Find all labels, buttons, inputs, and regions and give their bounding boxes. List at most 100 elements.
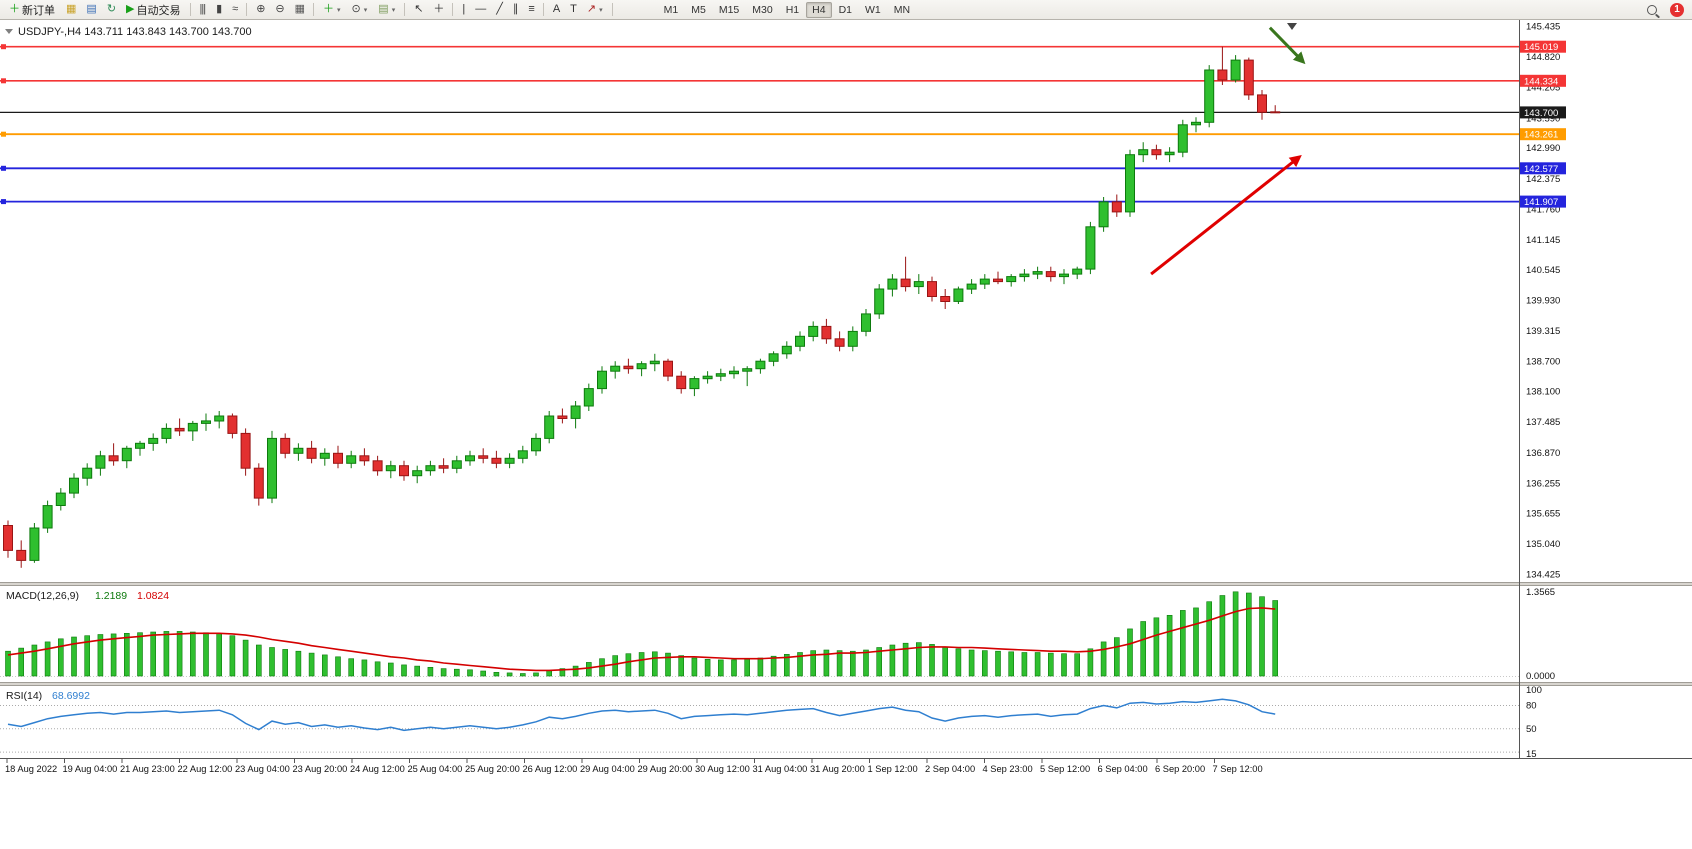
timeframe-button-M5[interactable]: M5 <box>685 2 712 18</box>
channel-icon: ∥ <box>512 3 518 15</box>
price-axis-label: 141.145 <box>1526 235 1560 246</box>
auto-trading-button-label: 自动交易 <box>136 4 181 17</box>
dropdown-caret-icon: ▾ <box>337 6 341 14</box>
timeframe-button-D1[interactable]: D1 <box>833 2 858 18</box>
text-label-icon: T <box>570 3 577 15</box>
bullish-trend-arrow[interactable] <box>1150 154 1302 276</box>
price-axis-label: 140.545 <box>1526 265 1560 276</box>
text-button[interactable]: A <box>548 1 564 18</box>
price-axis-label: 137.485 <box>1526 417 1560 428</box>
timeframe-button-M1[interactable]: M1 <box>658 2 685 18</box>
trendline-button[interactable]: ╱ <box>491 1 507 18</box>
vertical-line-button[interactable]: | <box>457 1 469 18</box>
macd-panel: MACD(12,26,9) 1.2189 1.0824 1.3565 0.0000 <box>0 587 1555 682</box>
zoom-out-icon: ⊖ <box>275 3 284 15</box>
channel-button[interactable]: ∥ <box>508 1 523 18</box>
notification-badge[interactable]: 1 <box>1670 2 1684 17</box>
new-order-button[interactable]: ＋新订单 <box>4 1 60 18</box>
templates-button[interactable]: ▤ ▾ <box>373 1 400 18</box>
timeframe-button-H4[interactable]: H4 <box>806 1 832 18</box>
fibonacci-button[interactable]: ≡ <box>523 1 538 18</box>
auto-trading-button[interactable]: ▶ 自动交易 <box>121 1 185 18</box>
timeframe-button-M15[interactable]: M15 <box>713 2 745 18</box>
toolbar-separator <box>404 3 406 16</box>
ohlc-header-collapse-icon[interactable] <box>5 29 13 34</box>
metaeditor-button[interactable]: ▦ <box>61 1 80 18</box>
charts-button[interactable]: ▤ <box>81 1 100 18</box>
timeframe-button-M30[interactable]: M30 <box>746 2 778 18</box>
line-chart-icon: ≈ <box>232 3 238 15</box>
bar-chart-mode-button[interactable]: ||| <box>195 1 211 18</box>
price-axis-label: 138.100 <box>1526 387 1560 398</box>
rsi-scale-label: 15 <box>1526 749 1537 760</box>
candlestick-mode-button[interactable]: ▮ <box>211 1 226 18</box>
line-anchor-handle[interactable] <box>1 165 6 171</box>
tile-windows-button[interactable]: ▦ <box>290 1 309 18</box>
fibonacci-icon: ≡ <box>528 3 535 15</box>
ohlc-bars-icon: ||| <box>199 3 207 15</box>
time-axis-label: 25 Aug 20:00 <box>465 764 520 774</box>
bearish-reversal-arrow[interactable] <box>1268 26 1306 65</box>
template-icon: ▤ <box>378 3 388 15</box>
line-chart-mode-button[interactable]: ≈ <box>227 1 242 18</box>
price-axis-label: 134.425 <box>1526 570 1560 581</box>
candlestick-series <box>3 46 1281 568</box>
panel-separator-macd[interactable] <box>0 582 1692 586</box>
trendline-icon: ╱ <box>496 3 503 15</box>
chart-shift-marker[interactable] <box>1287 23 1297 30</box>
vertical-line-icon: | <box>462 3 465 15</box>
time-axis-label: 29 Aug 04:00 <box>580 764 635 774</box>
zoom-out-button[interactable]: ⊖ <box>270 1 288 18</box>
macd-scale-max: 1.3565 <box>1526 587 1555 598</box>
panel-separator-rsi[interactable] <box>0 682 1692 686</box>
rsi-scale-label: 100 <box>1526 685 1542 696</box>
cursor-button[interactable]: ↖ <box>409 1 427 18</box>
timeframe-button-W1[interactable]: W1 <box>859 2 887 18</box>
rsi-value: 68.6992 <box>52 690 90 702</box>
macd-signal-value: 1.0824 <box>137 590 169 602</box>
time-axis-label: 24 Aug 12:00 <box>350 764 405 774</box>
dropdown-caret-icon: ▾ <box>363 6 368 14</box>
price-axis-label: 139.930 <box>1526 296 1560 307</box>
arrows-button[interactable]: ↗ ▾ <box>582 1 608 18</box>
toolbar-separator <box>542 3 544 16</box>
text-label-button[interactable]: T <box>565 1 581 18</box>
price-tag-144.334: 144.334 <box>1520 74 1566 87</box>
periods-button[interactable]: ⊙ ▾ <box>347 1 373 18</box>
price-axis-label: 141.760 <box>1526 204 1560 215</box>
refresh-button[interactable]: ↻ <box>102 1 120 18</box>
chart-canvas[interactable]: USDJPY-,H4 143.711 143.843 143.700 143.7… <box>0 20 1692 844</box>
price-tag-143.700: 143.700 <box>1520 106 1566 119</box>
time-axis-label: 6 Sep 04:00 <box>1098 764 1148 774</box>
price-axis-label: 142.990 <box>1526 143 1560 154</box>
timeframe-button-MN[interactable]: MN <box>888 2 916 18</box>
rsi-panel: RSI(14) 68.6992 100 80 50 15 <box>0 685 1542 760</box>
line-anchor-handle[interactable] <box>1 44 6 50</box>
line-anchor-handle[interactable] <box>1 131 6 137</box>
time-axis-label: 21 Aug 23:00 <box>120 764 175 774</box>
timeframe-button-H1[interactable]: H1 <box>780 2 805 18</box>
price-axis-label: 143.590 <box>1526 113 1560 124</box>
time-axis-label: 23 Aug 20:00 <box>293 764 348 774</box>
toolbar-separator <box>246 3 248 16</box>
clock-icon: ⊙ <box>351 3 361 15</box>
crosshair-button[interactable]: ＋ <box>428 1 448 18</box>
rsi-label: RSI(14) <box>6 690 42 702</box>
horizontal-line-button[interactable]: — <box>470 1 490 18</box>
time-axis-label: 31 Aug 20:00 <box>810 764 865 774</box>
line-anchor-handle[interactable] <box>1 199 6 205</box>
dropdown-caret-icon: ▾ <box>599 6 603 14</box>
price-axis-label: 135.040 <box>1526 539 1560 550</box>
dropdown-caret-icon: ▾ <box>391 6 396 14</box>
main-toolbar: ＋新订单 ▦ ▤ ↻ ▶ 自动交易 ||| ▮ ≈ ⊕ ⊖ ▦ ＋ ▾ ⊙ ▾ ▤ ▾ ↖ ＋ | — ╱ ∥ ≡ A T ↗ ▾ M1… <box>0 0 1692 20</box>
search-icon <box>1647 4 1657 15</box>
zoom-in-button[interactable]: ⊕ <box>251 1 269 18</box>
chart-window-icon: ▤ <box>86 3 96 15</box>
price-axis-label: 139.315 <box>1526 326 1560 337</box>
time-axis-label: 31 Aug 04:00 <box>753 764 808 774</box>
line-anchor-handle[interactable] <box>1 78 6 84</box>
search-button[interactable] <box>1642 1 1662 18</box>
time-axis-label: 2 Sep 04:00 <box>925 764 975 774</box>
indicators-button[interactable]: ＋ ▾ <box>318 1 346 18</box>
